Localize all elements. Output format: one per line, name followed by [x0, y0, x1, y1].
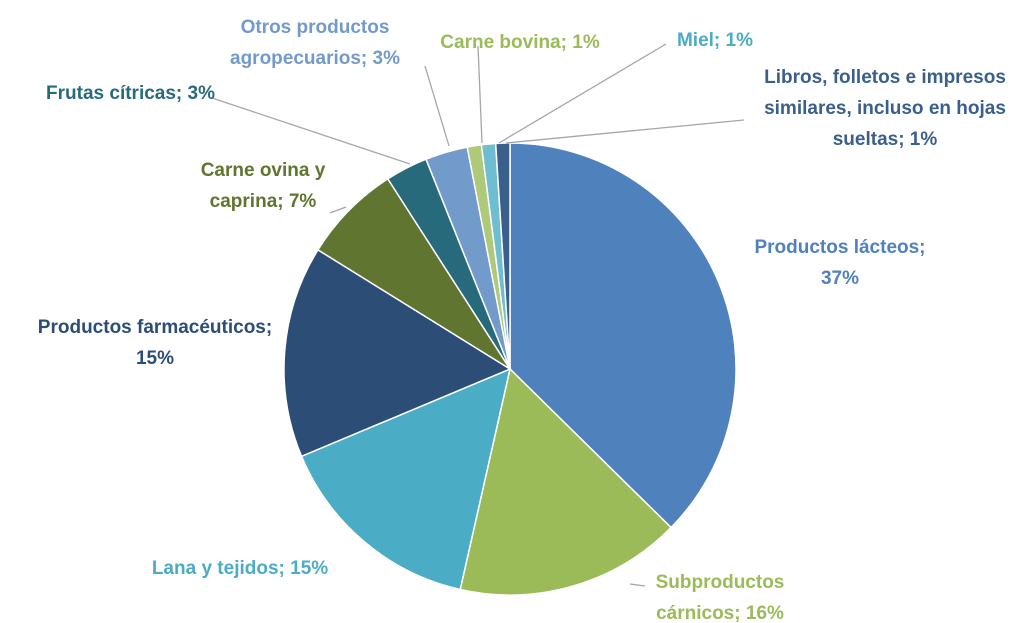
data-label: Miel; 1%	[676, 30, 754, 51]
pie-slice	[316, 177, 511, 370]
leader-line	[477, 45, 483, 144]
data-label: Productos lácteos; 37%	[754, 237, 926, 289]
pie-slice	[509, 142, 737, 529]
pie-slice	[283, 248, 512, 458]
data-label: Libros, folletos e impresos similares, i…	[764, 67, 1006, 150]
leader-line	[498, 43, 667, 144]
data-label: Frutas cítricas; 3%	[46, 83, 215, 104]
data-label: Lana y tejidos; 15%	[151, 558, 329, 579]
data-label: Productos farmacéuticos; 15%	[37, 317, 273, 369]
leader-line	[329, 206, 347, 214]
leader-line	[629, 583, 646, 587]
leader-line	[424, 65, 450, 147]
data-label: Otros productos agropecuarios; 3%	[230, 17, 400, 69]
leader-line	[505, 119, 745, 144]
pie-slice	[300, 367, 512, 591]
data-label: Carne bovina; 1%	[440, 32, 600, 53]
data-label: Carne ovina y caprina; 7%	[200, 160, 326, 212]
leader-line	[211, 97, 411, 165]
pie-slice	[459, 367, 673, 596]
data-label: Subproductos cárnicos; 16%	[655, 572, 785, 623]
